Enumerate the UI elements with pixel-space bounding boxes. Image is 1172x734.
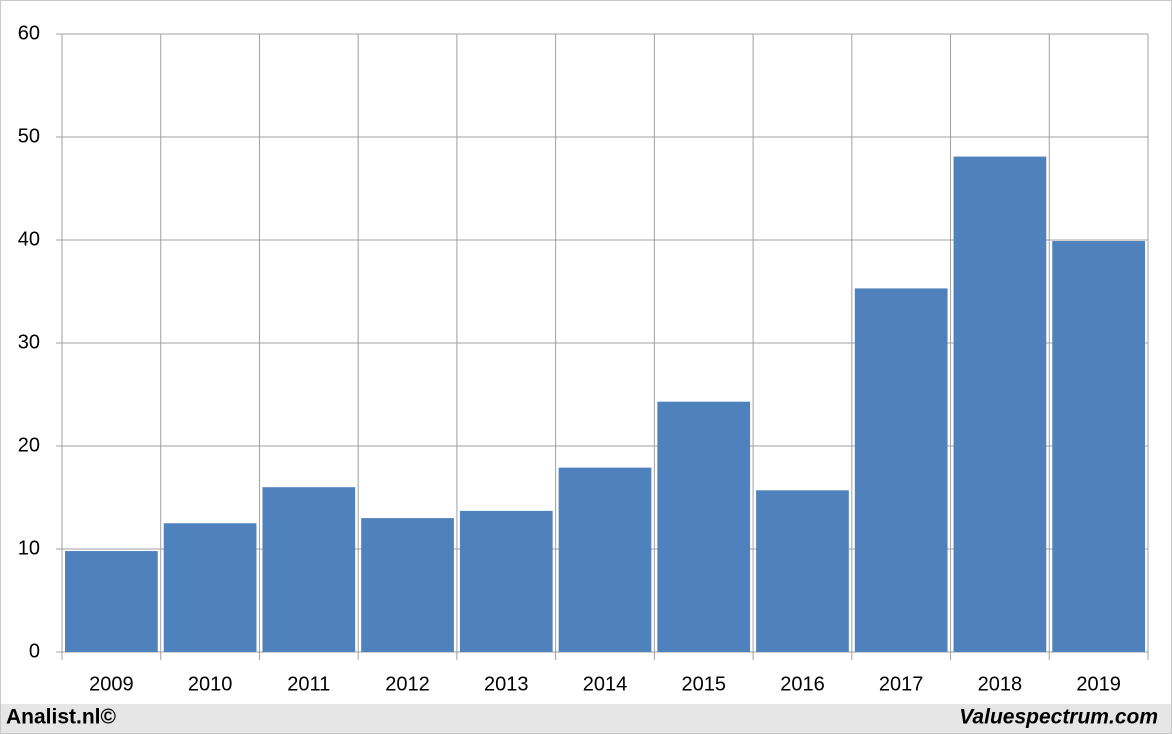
source-right: Valuespectrum.com	[959, 706, 1158, 729]
x-tick-label: 2017	[879, 673, 924, 695]
source-left: Analist.nl©	[6, 706, 117, 729]
bar	[657, 401, 751, 652]
y-tick-label: 0	[29, 640, 40, 662]
x-tick-label: 2018	[978, 673, 1023, 695]
y-tick-label: 40	[18, 228, 40, 250]
x-tick-label: 2013	[484, 673, 529, 695]
bar	[163, 523, 257, 652]
bar	[953, 156, 1047, 652]
bar	[756, 490, 849, 652]
bar	[361, 518, 454, 652]
y-tick-label: 50	[18, 125, 40, 147]
y-tick-label: 60	[18, 22, 40, 44]
bar	[854, 288, 948, 652]
x-tick-label: 2014	[583, 673, 628, 695]
bar	[65, 551, 158, 652]
x-tick-label: 2009	[89, 673, 134, 695]
bar	[262, 487, 356, 652]
x-tick-label: 2012	[385, 673, 430, 695]
bar	[459, 510, 553, 652]
y-tick-label: 10	[18, 537, 40, 559]
y-tick-label: 20	[18, 434, 40, 456]
x-tick-label: 2016	[780, 673, 825, 695]
x-tick-label: 2011	[287, 673, 330, 695]
footer	[1, 704, 1171, 733]
x-tick-label: 2019	[1076, 673, 1121, 695]
bar	[558, 467, 652, 652]
bar	[1052, 241, 1145, 652]
x-tick-label: 2010	[188, 673, 233, 695]
y-tick-label: 30	[18, 331, 40, 353]
x-tick-label: 2015	[681, 673, 726, 695]
